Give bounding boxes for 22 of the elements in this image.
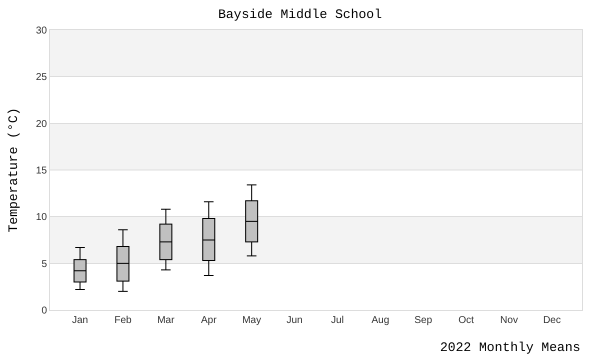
y-tick-label: 15 — [36, 166, 48, 176]
y-axis-title: Temperature (°C) — [6, 108, 21, 232]
y-tick-label: 25 — [36, 72, 48, 84]
y-tick-label: 30 — [36, 26, 48, 36]
x-tick-label: May — [242, 315, 262, 326]
chart-title: Bayside Middle School — [218, 7, 382, 22]
x-tick-label: Oct — [458, 315, 474, 326]
x-tick-label: Sep — [414, 315, 433, 326]
x-tick-label: Jul — [331, 315, 344, 326]
x-tick-label: Mar — [157, 315, 176, 326]
x-tick-label: Nov — [500, 315, 518, 326]
x-axis-title: 2022 Monthly Means — [440, 340, 580, 355]
x-tick-label: Feb — [114, 315, 132, 326]
y-tick-label: 10 — [36, 212, 48, 224]
y-tick-label: 5 — [41, 258, 48, 270]
x-tick-label: Jun — [286, 315, 303, 326]
x-tick-label: Aug — [371, 315, 390, 326]
x-tick-label: Dec — [543, 315, 561, 326]
y-tick-label: 20 — [36, 118, 48, 130]
y-tick-label: 0 — [41, 306, 48, 316]
x-tick-label: Apr — [200, 315, 218, 326]
x-tick-label: Jan — [72, 315, 88, 326]
